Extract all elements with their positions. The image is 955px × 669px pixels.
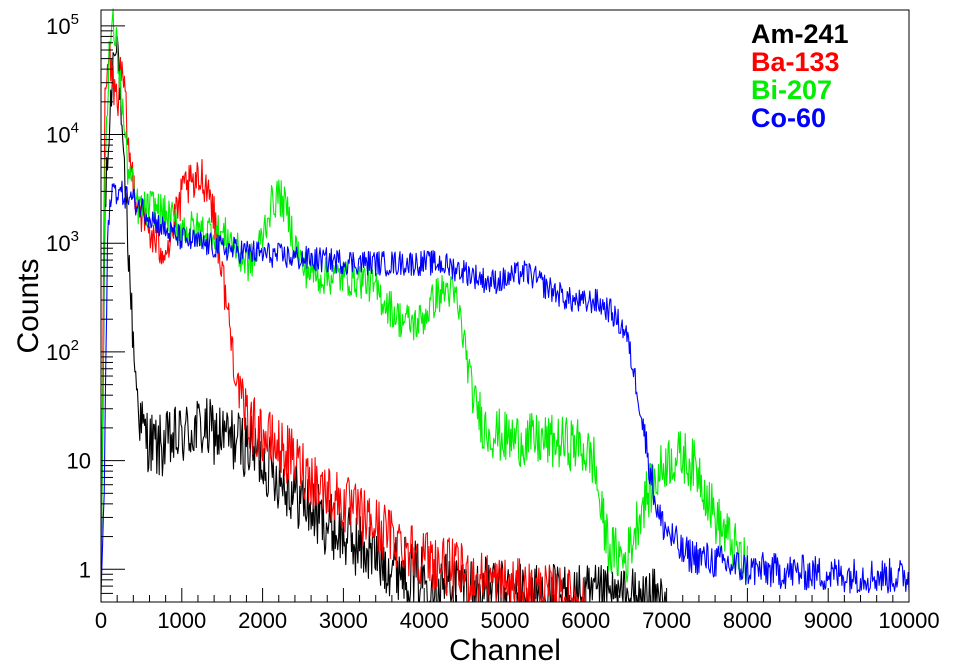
x-tick-label: 10000 — [878, 608, 939, 633]
x-tick-label: 4000 — [400, 608, 449, 633]
legend-entry-ba-133: Ba-133 — [751, 47, 840, 77]
y-tick-label: 10 — [67, 449, 91, 474]
series-line-ba-133 — [100, 43, 586, 603]
x-tick-label: 3000 — [319, 608, 368, 633]
x-tick-label: 6000 — [561, 608, 610, 633]
x-tick-label: 0 — [95, 608, 107, 633]
legend-entry-co-60: Co-60 — [751, 103, 826, 133]
legend-entry-am-241: Am-241 — [751, 19, 849, 49]
series-line-co-60 — [100, 180, 910, 594]
y-tick-label: 1 — [79, 557, 91, 582]
y-tick-label: 104 — [46, 120, 79, 148]
y-tick-label: 102 — [46, 337, 79, 365]
y-tick-label: 103 — [46, 228, 79, 256]
x-tick-label: 8000 — [723, 608, 772, 633]
axis-layer: 0 1000 2000 3000 4000 5000 6000 7000 8000 9000 100… — [46, 11, 939, 633]
x-tick-label: 2000 — [238, 608, 287, 633]
x-tick-label: 5000 — [481, 608, 530, 633]
x-tick-label: 9000 — [804, 608, 853, 633]
y-axis-title: Counts — [12, 258, 45, 353]
series-line-bi-207 — [100, 8, 748, 586]
y-tick-label: 105 — [46, 11, 79, 39]
x-axis-title: Channel — [449, 634, 561, 667]
x-tick-label: 7000 — [642, 608, 691, 633]
legend-entry-bi-207: Bi-207 — [751, 75, 832, 105]
x-tick-label: 1000 — [157, 608, 206, 633]
